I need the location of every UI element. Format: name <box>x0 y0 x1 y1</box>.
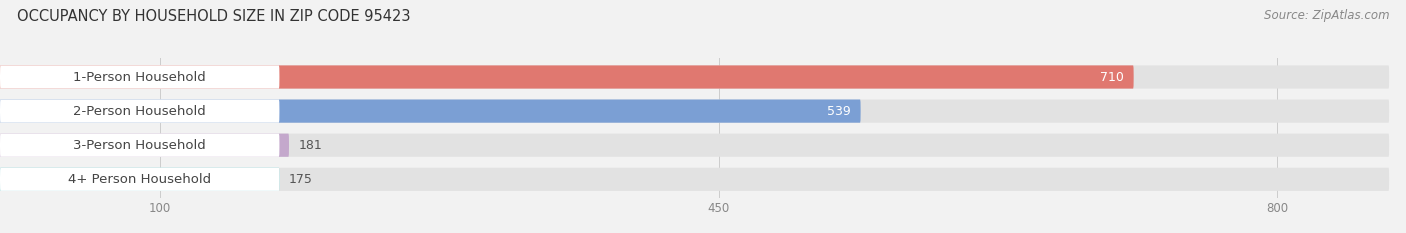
FancyBboxPatch shape <box>0 99 280 123</box>
Text: 539: 539 <box>827 105 851 118</box>
FancyBboxPatch shape <box>0 65 1133 89</box>
Text: 1-Person Household: 1-Person Household <box>73 71 207 83</box>
Text: OCCUPANCY BY HOUSEHOLD SIZE IN ZIP CODE 95423: OCCUPANCY BY HOUSEHOLD SIZE IN ZIP CODE … <box>17 9 411 24</box>
FancyBboxPatch shape <box>0 99 1389 123</box>
Text: 2-Person Household: 2-Person Household <box>73 105 207 118</box>
Text: 710: 710 <box>1101 71 1123 83</box>
FancyBboxPatch shape <box>0 168 280 191</box>
FancyBboxPatch shape <box>0 168 280 191</box>
FancyBboxPatch shape <box>0 134 290 157</box>
FancyBboxPatch shape <box>0 65 1389 89</box>
Text: 3-Person Household: 3-Person Household <box>73 139 207 152</box>
Text: 4+ Person Household: 4+ Person Household <box>67 173 211 186</box>
FancyBboxPatch shape <box>0 65 280 89</box>
Text: 175: 175 <box>290 173 314 186</box>
FancyBboxPatch shape <box>0 134 280 157</box>
FancyBboxPatch shape <box>0 99 860 123</box>
Text: 181: 181 <box>298 139 322 152</box>
FancyBboxPatch shape <box>0 168 1389 191</box>
Text: Source: ZipAtlas.com: Source: ZipAtlas.com <box>1264 9 1389 22</box>
FancyBboxPatch shape <box>0 134 1389 157</box>
